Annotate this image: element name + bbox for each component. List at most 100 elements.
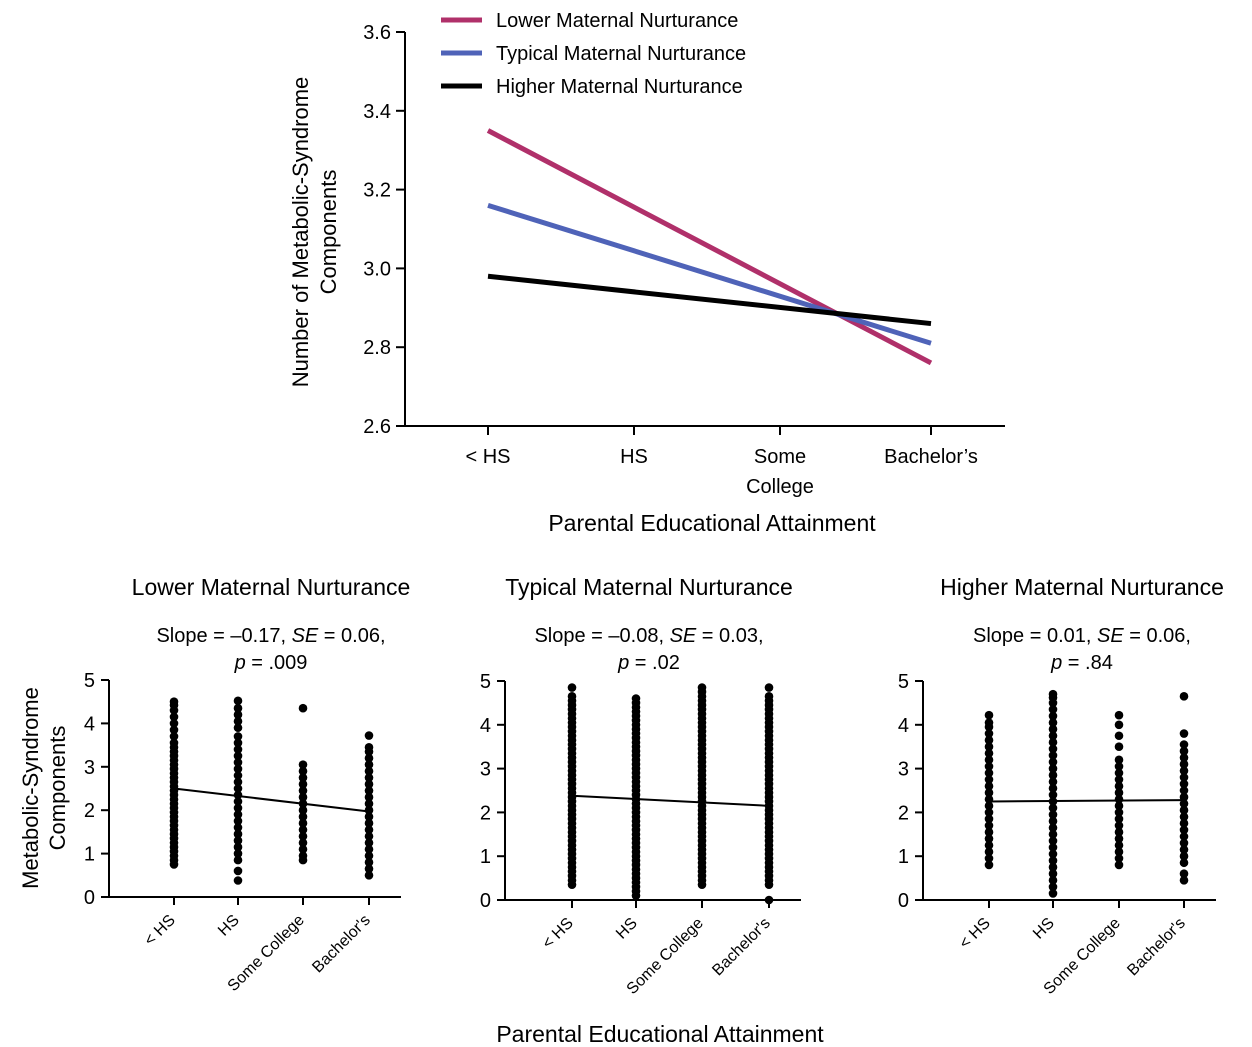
data-point (1114, 801, 1124, 811)
y-tick-label: 3 (898, 759, 909, 781)
data-point (984, 768, 994, 778)
series-line (487, 202, 932, 346)
stats-p-value: = .009 (246, 652, 308, 674)
data-point (233, 716, 243, 726)
data-point (1179, 773, 1189, 782)
series-line (486, 128, 933, 366)
data-point (1179, 766, 1189, 776)
data-point (364, 864, 374, 874)
data-point (364, 818, 374, 828)
data-point (364, 779, 374, 789)
y-tick-label: 4 (480, 715, 491, 737)
scatter-panel: Lower Maternal Nurturance Slope = –0.17, … (84, 574, 410, 995)
data-point (298, 838, 308, 848)
data-point (233, 823, 243, 832)
panel-stats-line-2: p = .009 (234, 652, 308, 674)
scatter-panels: Lower Maternal Nurturance Slope = –0.17, … (84, 574, 1224, 998)
data-point (233, 836, 243, 845)
data-point (1179, 858, 1189, 868)
data-point (364, 844, 374, 854)
data-point (1048, 830, 1058, 839)
data-point (1048, 751, 1058, 760)
data-point (1114, 710, 1124, 720)
data-point (1179, 753, 1189, 762)
data-point (1179, 832, 1189, 841)
data-point (984, 847, 994, 857)
legend: Lower Maternal Nurturance Typical Materna… (441, 10, 746, 98)
y-tick-label: 2 (84, 800, 95, 822)
data-point (1179, 869, 1189, 879)
data-point (298, 766, 308, 776)
data-point (364, 805, 374, 815)
data-point (1179, 779, 1189, 789)
panel-stats-line-1: Slope = –0.17, SE = 0.06, (156, 625, 385, 647)
data-point (1048, 777, 1058, 787)
x-tick-label: Bachelor's (1124, 915, 1188, 979)
top-line-chart: Lower Maternal Nurturance Typical Materna… (288, 10, 1005, 536)
data-point (1048, 790, 1058, 800)
data-point (1179, 692, 1189, 701)
panel-stats-line-1: Slope = 0.01, SE = 0.06, (973, 625, 1191, 647)
data-point (984, 775, 994, 784)
x-axis: < HS HS Some College Bachelor’s (405, 425, 1005, 498)
data-point (1048, 731, 1058, 741)
data-point (233, 849, 243, 858)
data-point (298, 792, 308, 802)
stats-se-symbol: SE (670, 625, 697, 647)
scatter-panel: Higher Maternal Nurturance Slope = 0.01, … (898, 574, 1224, 998)
data-point (1048, 757, 1058, 767)
data-point (233, 803, 243, 813)
panel-title: Lower Maternal Nurturance (132, 574, 411, 600)
data-point (364, 773, 374, 782)
data-point (1179, 875, 1189, 885)
data-point (364, 766, 374, 776)
data-point (233, 842, 243, 852)
data-point (984, 755, 994, 765)
data-point (1179, 729, 1189, 738)
data-point (233, 829, 243, 839)
y-tick-label: 5 (84, 670, 95, 692)
data-point (233, 732, 243, 741)
stats-se-symbol: SE (1097, 625, 1124, 647)
data-point (233, 816, 243, 826)
data-point (1179, 819, 1189, 828)
data-point (364, 760, 374, 769)
y-tick-label: 2 (480, 802, 491, 824)
x-tick-label: < HS (539, 915, 576, 952)
data-point (1114, 781, 1124, 791)
data-point (984, 788, 994, 797)
data-point (1179, 740, 1189, 749)
data-point (233, 738, 243, 748)
bottom-y-axis-label-line-1: Metabolic-Syndrome (18, 687, 43, 889)
stats-se-symbol: SE (292, 625, 319, 647)
data-point (1179, 825, 1189, 835)
data-point (298, 831, 308, 841)
data-point (1048, 689, 1058, 699)
data-point (233, 723, 243, 733)
data-point (298, 818, 308, 828)
data-point (1048, 816, 1058, 826)
data-point (233, 784, 243, 793)
y-tick-label: 2 (898, 802, 909, 824)
panel-title: Typical Maternal Nurturance (505, 574, 793, 600)
data-point (1048, 738, 1058, 747)
data-point (1114, 742, 1124, 751)
data-point (1048, 744, 1058, 754)
data-point (364, 799, 374, 808)
y-tick-label: 2.6 (363, 416, 391, 438)
data-point (1048, 849, 1058, 859)
data-point (364, 838, 374, 848)
data-point (984, 808, 994, 817)
data-point (1114, 731, 1124, 741)
data-point (364, 731, 374, 740)
data-point (1179, 851, 1189, 861)
y-tick-label: 3.6 (363, 22, 391, 44)
panel-stats-line-2: p = .84 (1050, 652, 1113, 674)
fit-line (571, 794, 770, 807)
stats-slope: Slope = 0.01, (973, 625, 1097, 647)
data-point (364, 792, 374, 802)
data-point (984, 834, 994, 843)
y-tick-label: 2.8 (363, 337, 391, 359)
data-point (984, 840, 994, 850)
fit-line (173, 787, 370, 813)
